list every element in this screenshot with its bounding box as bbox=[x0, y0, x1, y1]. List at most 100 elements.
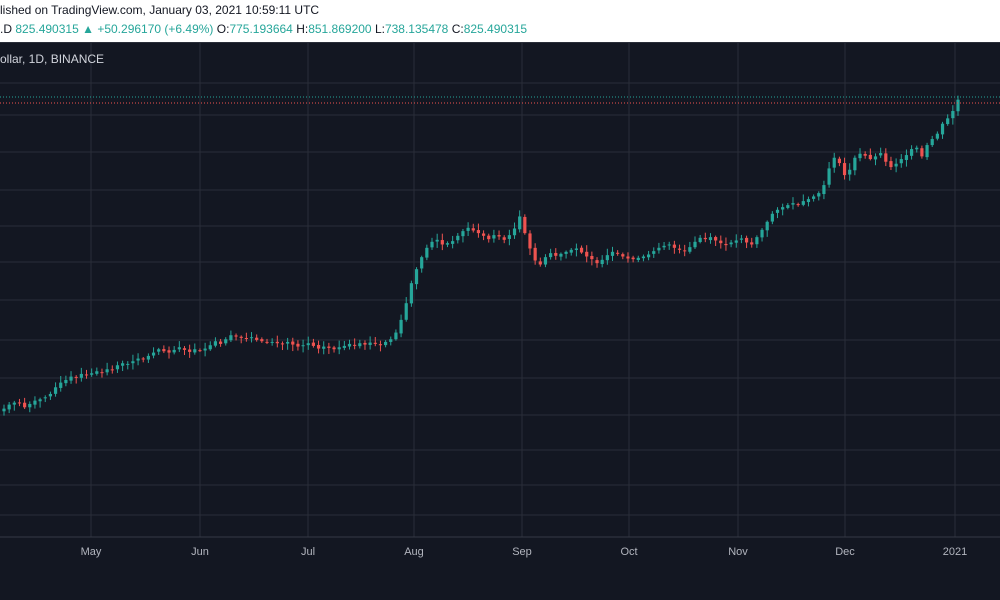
candle-body bbox=[755, 237, 759, 245]
candle-body bbox=[327, 346, 331, 348]
candle-body bbox=[275, 341, 279, 344]
candle-body bbox=[249, 337, 254, 339]
high-value: 851.869200 bbox=[308, 22, 372, 36]
x-tick-label: Nov bbox=[728, 546, 748, 558]
candle-body bbox=[930, 139, 934, 146]
open-label: O: bbox=[216, 22, 230, 36]
candle-body bbox=[487, 235, 491, 240]
candle-body bbox=[512, 228, 517, 236]
candle-body bbox=[203, 348, 207, 351]
candle-body bbox=[646, 254, 651, 258]
candle-body bbox=[920, 148, 924, 157]
candle-body bbox=[115, 365, 120, 370]
candle-body bbox=[657, 247, 661, 251]
candle-body bbox=[157, 349, 161, 352]
candle-body bbox=[368, 342, 372, 345]
candle-body bbox=[38, 399, 42, 402]
candle-body bbox=[239, 336, 243, 338]
candle-body bbox=[280, 343, 285, 345]
candle-body bbox=[915, 147, 919, 150]
candle-body bbox=[384, 341, 388, 346]
candle-body bbox=[311, 342, 316, 346]
series-legend: ollar, 1D, BINANCE bbox=[0, 52, 105, 66]
candle-body bbox=[182, 348, 187, 350]
candle-body bbox=[296, 343, 300, 347]
candle-body bbox=[585, 251, 589, 257]
candle-body bbox=[28, 403, 32, 408]
candle-body bbox=[151, 352, 156, 356]
candle-body bbox=[894, 163, 898, 167]
candle-body bbox=[224, 339, 228, 344]
candle-body bbox=[507, 235, 511, 239]
candle-body bbox=[822, 185, 826, 195]
candle-body bbox=[574, 248, 578, 250]
candle-body bbox=[801, 201, 805, 205]
candle-body bbox=[750, 242, 754, 245]
candle-body bbox=[873, 156, 878, 160]
candle-body bbox=[703, 237, 707, 240]
candle-body bbox=[559, 253, 563, 257]
candle-body bbox=[492, 235, 496, 239]
candle-body bbox=[672, 244, 676, 248]
candle-body bbox=[523, 216, 527, 234]
candle-body bbox=[956, 99, 960, 112]
ohlc-readout: .D 825.490315 ▲ +50.296170 (+6.49%) O:77… bbox=[0, 22, 527, 36]
candle-body bbox=[260, 339, 264, 342]
candle-body bbox=[198, 350, 202, 352]
candle-body bbox=[409, 283, 413, 304]
candle-body bbox=[739, 238, 744, 240]
x-tick-label: 2021 bbox=[943, 546, 967, 558]
candle-body bbox=[347, 343, 352, 347]
low-value: 738.135478 bbox=[384, 22, 449, 36]
candle-body bbox=[316, 344, 321, 349]
candle-body bbox=[430, 241, 434, 248]
candle-body bbox=[399, 319, 403, 334]
candle-body bbox=[518, 216, 522, 230]
candle-body bbox=[193, 349, 197, 353]
candle-body bbox=[677, 248, 682, 250]
candle-body bbox=[858, 153, 862, 159]
candle-body bbox=[461, 231, 465, 237]
candle-body bbox=[23, 402, 27, 408]
candle-body bbox=[121, 363, 125, 366]
candle-body bbox=[265, 341, 269, 343]
candle-body bbox=[456, 235, 460, 241]
candle-body bbox=[502, 237, 506, 240]
candle-body bbox=[786, 205, 790, 208]
candle-body bbox=[698, 237, 702, 243]
candle-body bbox=[162, 349, 166, 352]
candle-body bbox=[53, 387, 58, 394]
candle-body bbox=[322, 346, 326, 349]
candle-body bbox=[863, 153, 867, 156]
candle-body bbox=[662, 245, 666, 248]
candle-body bbox=[218, 341, 223, 344]
candle-body bbox=[925, 145, 929, 158]
candle-body bbox=[84, 374, 89, 376]
candle-body bbox=[497, 235, 501, 237]
candle-body bbox=[440, 240, 444, 245]
candle-body bbox=[332, 347, 336, 350]
candle-body bbox=[688, 247, 692, 252]
candle-body bbox=[569, 249, 573, 253]
candle-body bbox=[435, 239, 439, 242]
candle-body bbox=[33, 400, 37, 405]
candle-body bbox=[946, 118, 950, 125]
candle-body bbox=[837, 158, 841, 164]
candle-body bbox=[600, 259, 604, 265]
candle-body bbox=[394, 332, 398, 340]
candle-body bbox=[404, 303, 408, 320]
candle-body bbox=[12, 402, 16, 405]
published-line: lished on TradingView.com, January 03, 2… bbox=[0, 3, 320, 17]
candle-body bbox=[425, 247, 429, 258]
candle-body bbox=[590, 255, 594, 260]
candle-body bbox=[188, 349, 192, 352]
candle-body bbox=[781, 207, 785, 210]
x-tick-label: Oct bbox=[620, 546, 637, 558]
candle-body bbox=[131, 361, 135, 364]
candle-body bbox=[17, 402, 22, 404]
candle-body bbox=[889, 161, 893, 168]
candle-body bbox=[213, 341, 218, 346]
candle-body bbox=[445, 243, 450, 245]
close-label: C: bbox=[451, 22, 464, 36]
